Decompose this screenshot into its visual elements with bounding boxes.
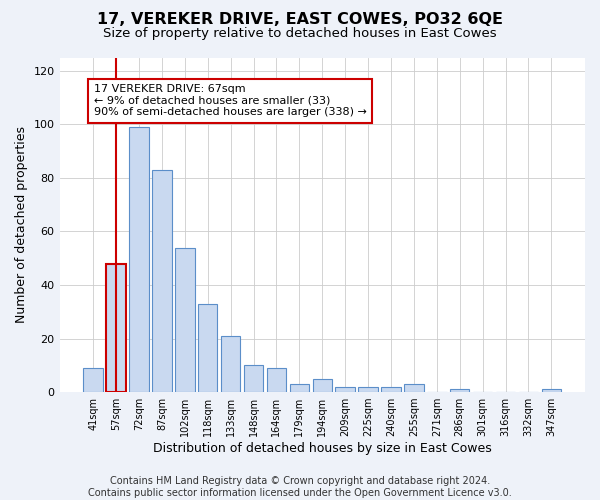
Bar — [221, 336, 241, 392]
Text: Contains HM Land Registry data © Crown copyright and database right 2024.
Contai: Contains HM Land Registry data © Crown c… — [88, 476, 512, 498]
Bar — [175, 248, 194, 392]
Bar — [129, 127, 149, 392]
Bar — [267, 368, 286, 392]
Bar — [313, 378, 332, 392]
Bar — [404, 384, 424, 392]
X-axis label: Distribution of detached houses by size in East Cowes: Distribution of detached houses by size … — [153, 442, 491, 455]
Text: 17, VEREKER DRIVE, EAST COWES, PO32 6QE: 17, VEREKER DRIVE, EAST COWES, PO32 6QE — [97, 12, 503, 28]
Bar — [335, 386, 355, 392]
Bar — [152, 170, 172, 392]
Bar — [106, 264, 126, 392]
Bar — [83, 368, 103, 392]
Text: Size of property relative to detached houses in East Cowes: Size of property relative to detached ho… — [103, 28, 497, 40]
Bar — [358, 386, 378, 392]
Bar — [290, 384, 309, 392]
Y-axis label: Number of detached properties: Number of detached properties — [15, 126, 28, 324]
Bar — [450, 390, 469, 392]
Bar — [244, 366, 263, 392]
Bar — [542, 390, 561, 392]
Bar — [198, 304, 217, 392]
Bar — [381, 386, 401, 392]
Text: 17 VEREKER DRIVE: 67sqm
← 9% of detached houses are smaller (33)
90% of semi-det: 17 VEREKER DRIVE: 67sqm ← 9% of detached… — [94, 84, 367, 117]
